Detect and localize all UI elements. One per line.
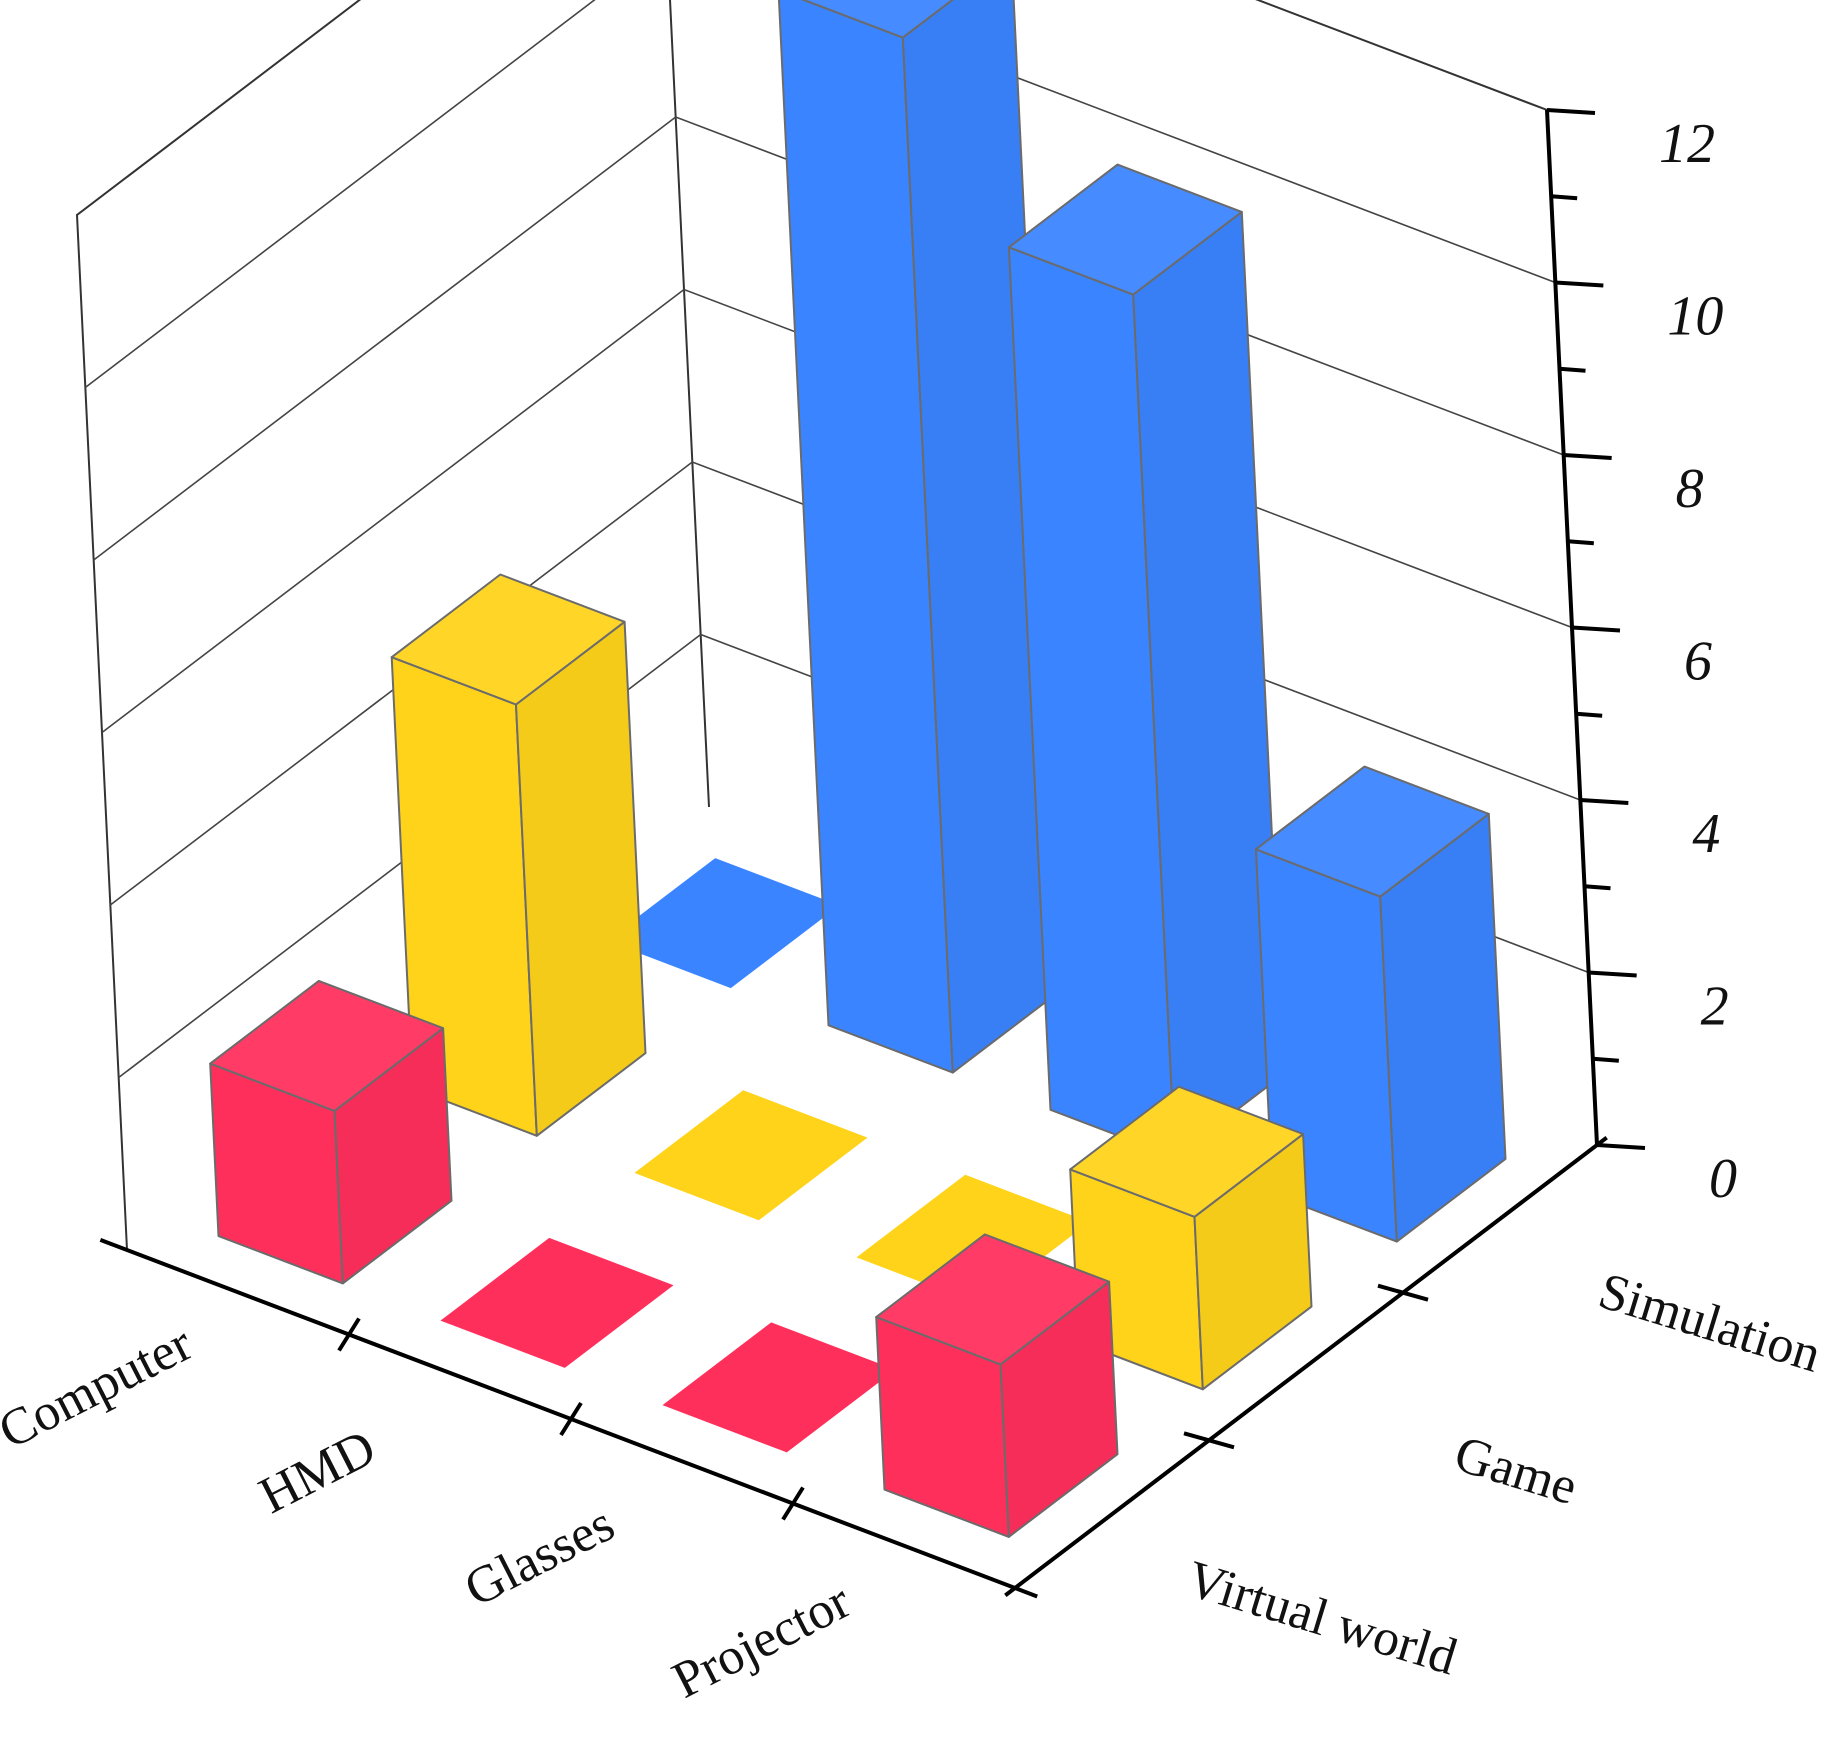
x-category-label: Projector — [664, 1572, 860, 1709]
z-major-tick — [1596, 1143, 1646, 1150]
x-tick — [781, 1486, 805, 1521]
x-tick — [559, 1401, 583, 1437]
bar-computer-virtual-world — [209, 979, 453, 1285]
bar-top-face — [875, 1233, 1111, 1366]
y-category-label: Simulation — [1592, 1262, 1827, 1383]
y-category-label: Virtual world — [1180, 1550, 1463, 1686]
x-axis — [99, 1237, 1038, 1599]
bar-base — [634, 1090, 868, 1221]
bar-top-face — [1007, 163, 1243, 296]
z-minor-tick — [1551, 194, 1578, 201]
z-minor-tick — [1584, 884, 1611, 891]
z-tick-label: 12 — [1659, 113, 1715, 175]
z-tick-label: 8 — [1676, 458, 1704, 520]
z-major-tick — [1563, 453, 1612, 460]
x-category-label: Glasses — [456, 1495, 623, 1618]
bar-top-face — [1254, 765, 1490, 898]
bar-computer-simulation — [606, 858, 840, 989]
bar-hmd-game — [634, 1090, 868, 1221]
bar-glasses-virtual-world — [662, 1322, 896, 1453]
z-major-tick — [1571, 625, 1621, 633]
y-category-label: Game — [1448, 1425, 1583, 1516]
axes — [99, 108, 1646, 1599]
bar-hmd-virtual-world — [440, 1237, 674, 1368]
bar-base — [606, 858, 840, 989]
bar-top-face — [390, 573, 626, 706]
z-minor-tick — [1592, 1056, 1619, 1063]
z-tick-label: 6 — [1684, 631, 1712, 693]
z-major-tick — [1555, 280, 1604, 288]
z-tick-label: 4 — [1692, 803, 1720, 865]
x-category-label: HMD — [251, 1419, 385, 1525]
z-major-tick — [1588, 970, 1637, 978]
bar-base — [440, 1237, 674, 1368]
x-category-label: Computer — [0, 1315, 201, 1460]
bar-projector-virtual-world — [875, 1233, 1119, 1538]
bar-base — [856, 1174, 1090, 1305]
z-minor-tick — [1559, 366, 1586, 373]
z-tick-label: 10 — [1667, 286, 1723, 348]
x-tick — [337, 1317, 361, 1352]
gridline — [101, 288, 1573, 734]
z-major-tick — [1580, 798, 1629, 805]
z-minor-tick — [1576, 711, 1603, 718]
gridline — [93, 116, 1564, 561]
gridline — [109, 461, 1581, 906]
bars — [209, 0, 1507, 1538]
bar-base — [662, 1322, 896, 1453]
bar-glasses-simulation — [1007, 163, 1285, 1159]
z-minor-tick — [1567, 539, 1594, 546]
bar-top-face — [1069, 1085, 1305, 1218]
gridline — [84, 0, 1556, 389]
z-tick-label: 0 — [1709, 1148, 1737, 1210]
z-major-tick — [1546, 108, 1596, 115]
bar-side-face — [515, 620, 647, 1137]
y-tick — [1377, 1283, 1429, 1302]
bar-computer-game — [390, 573, 647, 1137]
bar-glasses-game — [856, 1174, 1090, 1305]
z-tick-label: 2 — [1701, 976, 1729, 1038]
bar-top-face — [801, 0, 954, 39]
y-axis — [1004, 1136, 1608, 1597]
bar-top-face — [209, 979, 445, 1112]
y-tick — [1183, 1431, 1235, 1450]
